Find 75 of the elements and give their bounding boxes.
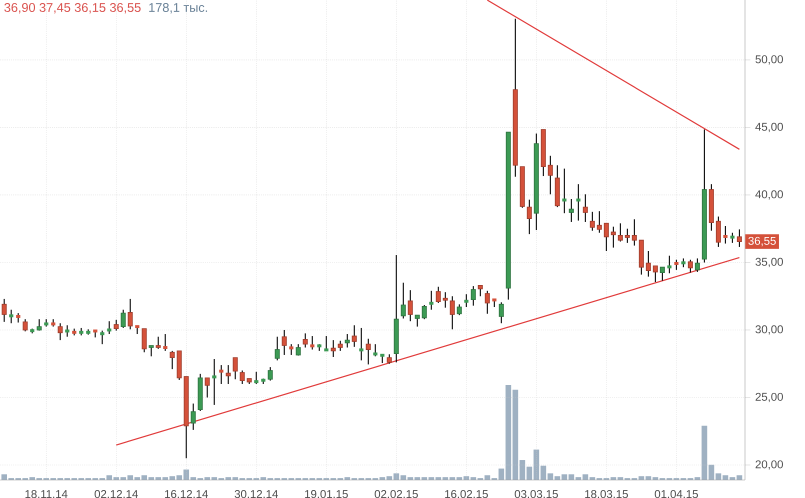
y-tick-label: 35,00: [755, 258, 783, 268]
y-tick-label: 45,00: [755, 122, 783, 132]
candlestick: [624, 228, 630, 244]
candlestick: [414, 314, 420, 328]
candlestick: [240, 370, 245, 385]
y-tick-label: 30,00: [755, 325, 783, 335]
candlestick: [582, 194, 588, 222]
candlestick: [548, 155, 553, 195]
candlestick: [302, 332, 308, 348]
x-tick-label: 16.12.14: [165, 490, 208, 498]
candlestick: [442, 292, 448, 308]
candlestick: [386, 354, 392, 364]
candlestick: [596, 210, 602, 234]
candlestick: [58, 322, 63, 341]
y-tick-label: 20,00: [756, 460, 783, 470]
candlestick: [22, 318, 28, 332]
candlestick: [660, 266, 665, 282]
candlestick: [114, 319, 119, 332]
candlestick: [282, 329, 287, 356]
candlestick: [156, 336, 161, 350]
candlestick: [274, 336, 280, 361]
candlestick: [408, 290, 413, 322]
x-tick-label: 18.11.14: [25, 490, 68, 498]
x-tick-label: 03.03.15: [514, 490, 558, 498]
x-tick-label: 30.12.14: [234, 490, 278, 498]
annotation: 36,55: [748, 236, 776, 246]
candlestick: [604, 222, 609, 252]
x-tick-label: 19.01.15: [305, 490, 348, 498]
x-tick-label: 16.02.15: [445, 490, 488, 498]
candlestick: [618, 222, 623, 242]
candlestick: [568, 198, 574, 222]
candlestick: [716, 216, 721, 248]
candlestick: [646, 250, 651, 278]
candlestick: [120, 309, 126, 328]
candlestick: [632, 218, 637, 246]
candlestick: [338, 340, 343, 352]
candlestick: [170, 350, 175, 370]
annotation: 36,90 37,45 36,15 36,55: [4, 3, 141, 14]
x-tick-label: 01.04.15: [654, 490, 698, 498]
candlestick: [484, 290, 490, 314]
x-tick-label: 18.03.15: [585, 490, 628, 498]
candlestick: [344, 333, 350, 348]
candlestick: [450, 296, 455, 330]
y-tick-label: 25,00: [756, 392, 783, 402]
y-tick-label: 40,00: [755, 190, 783, 200]
candlestick: [366, 338, 371, 365]
x-tick-label: 02.02.15: [374, 490, 418, 498]
candlestick: [268, 366, 273, 382]
candlestick: [142, 328, 147, 353]
candlestick: [352, 324, 357, 348]
candlestick: [436, 286, 441, 304]
candlestick: [498, 302, 504, 324]
candlestick: [148, 344, 154, 357]
y-tick-label: 50,00: [756, 55, 783, 65]
candlestick: [2, 298, 7, 322]
candlestick: [400, 282, 406, 320]
candlestick: [204, 377, 210, 398]
candlestick: [422, 304, 427, 320]
candlestick: [128, 298, 133, 330]
candlestick: [470, 286, 476, 306]
candlestick: [652, 265, 658, 283]
annotation: 178,1 тыс.: [149, 3, 208, 14]
candlestick: [610, 226, 616, 248]
candlestick: [694, 258, 700, 272]
candlestick: [330, 340, 336, 358]
candlestick: [226, 364, 231, 385]
candlestick: [456, 304, 462, 316]
x-tick-label: 02.12.14: [94, 490, 138, 498]
candlestick: [190, 403, 196, 430]
candlestick: [688, 259, 693, 274]
candlestick: [232, 357, 238, 380]
candlestick: [478, 284, 483, 297]
candlestick: [736, 228, 742, 248]
candlestick: [590, 211, 595, 232]
candlestick: [526, 199, 532, 235]
